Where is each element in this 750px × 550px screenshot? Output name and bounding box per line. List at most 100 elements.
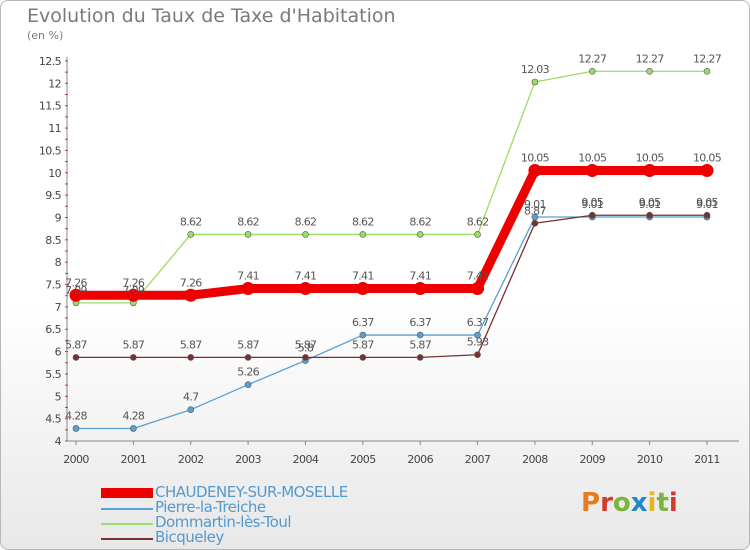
data-label: 9.01 (639, 198, 661, 211)
data-label: 9.01 (524, 198, 546, 211)
y-tick-label: 4 (55, 435, 62, 448)
data-point (413, 282, 427, 296)
data-label: 7.26 (180, 276, 202, 289)
data-label: 8.62 (467, 215, 489, 228)
series-line-3 (75, 214, 708, 359)
logo-letter: x (630, 488, 648, 518)
data-label: 10.05 (693, 152, 722, 165)
data-point (588, 211, 596, 219)
proxiti-logo: Proxiti (581, 488, 678, 518)
data-point (69, 288, 83, 302)
legend-swatch-dommartin (101, 523, 153, 525)
data-label: 8.62 (409, 215, 431, 228)
data-label: 7.09 (65, 284, 87, 297)
data-point (72, 354, 80, 361)
data-point (416, 231, 424, 238)
data-point (187, 406, 195, 414)
legend-label-pierre-la-treiche: Pierre-la-Treiche (155, 498, 266, 516)
data-point (130, 425, 137, 432)
data-label: 9.01 (581, 198, 603, 211)
data-label: 12.27 (636, 52, 665, 65)
data-point (474, 231, 481, 238)
logo-letter: P (581, 488, 601, 518)
data-label: 5.87 (65, 338, 87, 351)
x-tick-label: 2005 (350, 453, 376, 466)
data-label: 7.09 (123, 284, 145, 297)
y-tick-label: 5 (55, 390, 62, 403)
data-label: 5.26 (237, 366, 259, 379)
data-point (474, 351, 481, 359)
legend-label-chaudeney: CHAUDENEY-SUR-MOSELLE (155, 483, 348, 501)
data-point (126, 288, 140, 302)
x-tick-label: 2006 (407, 453, 433, 466)
legend-swatch-chaudeney (101, 488, 153, 498)
data-point (703, 67, 711, 75)
x-tick-label: 2004 (293, 453, 319, 466)
data-label: 8.62 (237, 215, 259, 228)
y-tick-label: 12.5 (39, 55, 62, 68)
data-point (187, 231, 195, 238)
data-label: 7.41 (409, 270, 431, 283)
y-tick-label: 8 (55, 256, 62, 269)
data-label: 7.26 (65, 276, 87, 289)
data-label: 5.87 (352, 338, 374, 351)
data-label: 5.87 (295, 338, 317, 351)
y-tick-label: 6.5 (45, 323, 61, 336)
data-point (416, 331, 424, 339)
x-tick-label: 2010 (637, 453, 663, 466)
data-label: 9.01 (696, 198, 718, 211)
data-point (359, 231, 367, 238)
data-point (528, 164, 542, 178)
data-label: 9.05 (696, 196, 718, 209)
chart-unit: (en %) (27, 29, 64, 42)
data-label: 4.28 (123, 409, 145, 422)
data-point (585, 164, 599, 178)
data-label: 7.41 (352, 270, 374, 283)
y-tick-label: 10 (48, 167, 61, 180)
data-label: 6.37 (467, 316, 489, 329)
data-label: 7.41 (295, 270, 317, 283)
data-label: 4.7 (183, 391, 199, 404)
data-point (359, 354, 367, 361)
y-tick-label: 8.5 (45, 234, 61, 247)
legend-label-dommartin: Dommartin-lès-Toul (155, 513, 292, 531)
data-label: 6.37 (352, 316, 374, 329)
data-label: 5.87 (409, 338, 431, 351)
x-tick-label: 2009 (579, 453, 605, 466)
data-point (646, 67, 653, 75)
data-label: 4.28 (65, 409, 87, 422)
data-label: 6.37 (409, 316, 431, 329)
data-point (241, 282, 255, 296)
y-tick-label: 11.5 (39, 100, 62, 113)
logo-letter: i (668, 488, 678, 518)
y-tick-label: 9.5 (45, 189, 61, 202)
series-line-2 (75, 70, 708, 304)
y-tick-label: 6 (55, 346, 62, 359)
y-tick-label: 5.5 (45, 368, 61, 381)
logo-letter: o (612, 488, 631, 518)
data-point (471, 282, 485, 296)
data-point (700, 164, 714, 178)
data-label: 12.27 (693, 52, 722, 65)
data-point (244, 381, 252, 388)
data-label: 10.05 (521, 152, 550, 165)
data-label: 12.03 (521, 63, 550, 76)
y-tick-label: 7 (55, 301, 62, 314)
data-point (416, 354, 424, 361)
data-point (302, 231, 309, 238)
data-label: 5.87 (123, 338, 145, 351)
logo-letter: i (647, 488, 657, 518)
data-point (72, 425, 80, 432)
y-tick-label: 12 (48, 77, 61, 90)
data-point (531, 219, 539, 227)
data-label: 8.62 (352, 215, 374, 228)
y-tick-label: 11 (48, 122, 61, 135)
data-label: 7.41 (237, 270, 259, 283)
y-tick-label: 9 (55, 211, 62, 224)
data-point (244, 354, 252, 361)
x-tick-label: 2003 (235, 453, 261, 466)
data-label: 12.27 (578, 52, 607, 65)
x-tick-label: 2000 (63, 453, 89, 466)
data-point (646, 211, 653, 219)
